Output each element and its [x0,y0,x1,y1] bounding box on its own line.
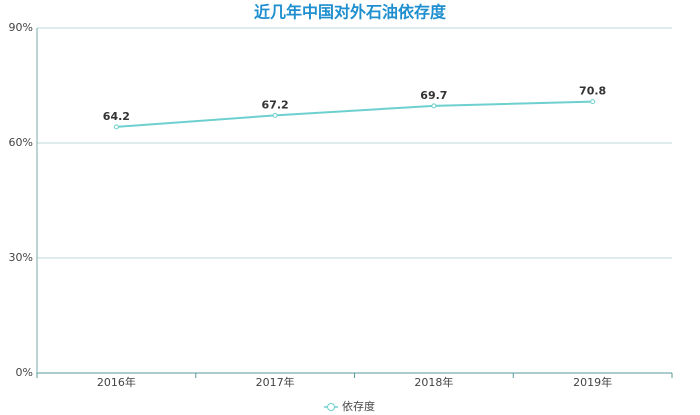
chart-title: 近几年中国对外石油依存度 [254,3,447,22]
point [272,112,278,118]
legend-marker [327,403,335,411]
data-label: 67.2 [262,98,289,111]
x-tick-label: 2017年 [256,375,295,389]
line [116,100,593,128]
point [590,99,596,105]
data-label: 64.2 [103,110,130,123]
y-tick-label: 30% [9,251,33,264]
x-tick-label: 2016年 [97,375,136,389]
y-tick-label: 90% [9,21,33,34]
x-tick-label: 2019年 [573,375,612,389]
point [113,124,119,130]
data-label: 69.7 [420,89,447,102]
y-tick-label: 0% [16,366,33,379]
x-tick-label: 2018年 [414,375,453,389]
legend-label: 依存度 [342,399,375,413]
point [431,103,437,109]
y-tick-label: 60% [9,136,33,149]
data-label: 70.8 [579,85,606,98]
